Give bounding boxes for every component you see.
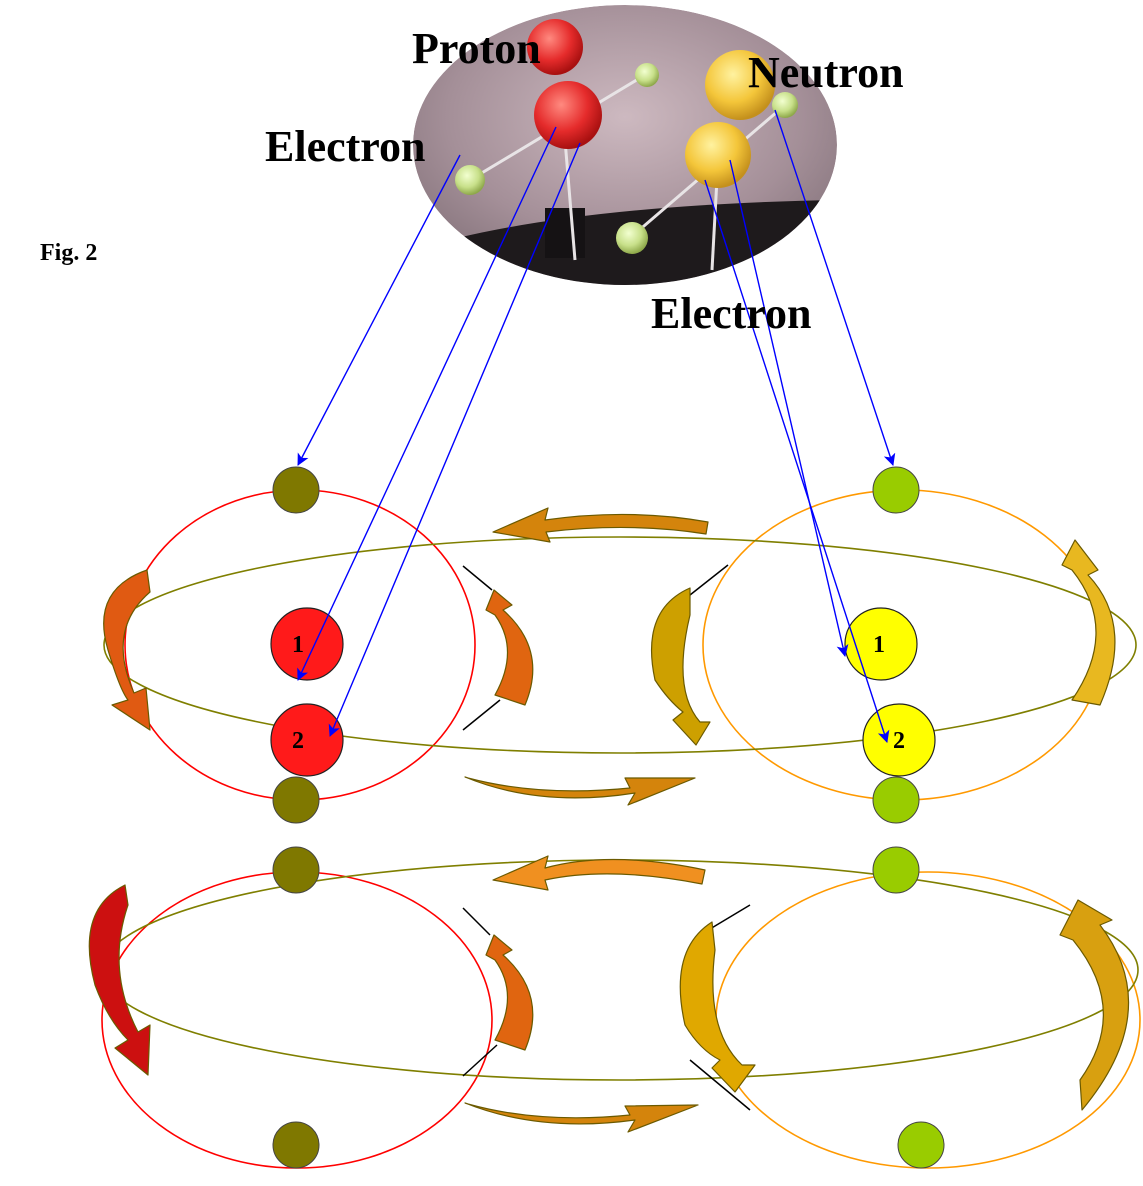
pointer-neutron-electron xyxy=(774,109,896,466)
electron-proton-top-1 xyxy=(272,466,320,514)
pointer-proton-2 xyxy=(328,142,581,737)
electron-neutron-bottom-2 xyxy=(897,1121,945,1169)
electron-proton-top-2 xyxy=(272,846,320,894)
arrow-bottom-center-2 xyxy=(464,1102,699,1133)
proton-1 xyxy=(270,607,344,681)
arrow-top-center-1 xyxy=(492,507,709,543)
arrow-inner-right-2 xyxy=(679,921,756,1093)
pointer-neutron-2 xyxy=(704,179,890,743)
orbits xyxy=(101,489,1141,1169)
neutron-1-number: 1 xyxy=(873,632,885,658)
arrow-top-left-2 xyxy=(88,884,151,1076)
label-neutron: Neutron xyxy=(748,48,904,97)
arrow-inner-left-2 xyxy=(485,934,534,1051)
label-figure: Fig. 2 xyxy=(40,240,97,266)
pointer-proton-1 xyxy=(297,126,557,681)
model-photo xyxy=(413,5,837,285)
arrow-bottom-center-1 xyxy=(464,776,696,806)
label-electron-bottom: Electron xyxy=(651,289,812,338)
rotation-arrows xyxy=(88,507,1130,1133)
electron-proton-bottom-2 xyxy=(272,1121,320,1169)
pointer-arrows xyxy=(297,109,896,743)
label-electron-top: Electron xyxy=(265,122,426,171)
arrow-inner-left-1 xyxy=(485,589,534,706)
electron-proton-bottom-1 xyxy=(272,776,320,824)
electron-neutron-bottom-1 xyxy=(872,776,920,824)
electron-neutron-top-1 xyxy=(872,466,920,514)
proton-2-number: 2 xyxy=(292,728,304,754)
proton-1-number: 1 xyxy=(292,632,304,658)
proton-2 xyxy=(270,703,344,777)
arrow-right-2 xyxy=(1059,899,1130,1111)
label-proton: Proton xyxy=(412,24,541,73)
arrow-top-left-1 xyxy=(103,569,151,731)
arrow-right-1 xyxy=(1061,539,1116,706)
electrons xyxy=(272,466,945,1169)
nuclei xyxy=(270,607,936,777)
arrow-inner-right-1 xyxy=(651,587,711,746)
pointer-electron-left xyxy=(297,154,461,466)
shared-orbit-1 xyxy=(103,536,1137,754)
electron-neutron-top-2 xyxy=(872,846,920,894)
arrow-top-center-2 xyxy=(492,855,706,891)
neutron-2-number: 2 xyxy=(893,728,905,754)
shared-orbit-2 xyxy=(101,859,1139,1081)
pointer-neutron-1 xyxy=(729,159,849,657)
